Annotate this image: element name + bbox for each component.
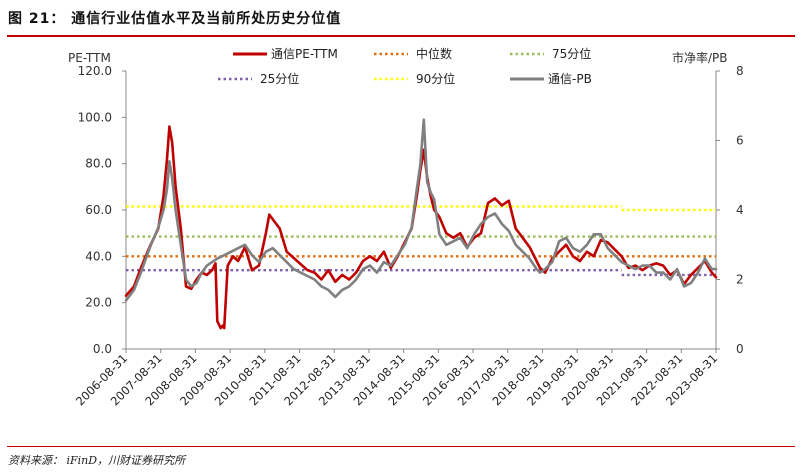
y-left-tick-label: 0.0: [93, 342, 112, 356]
legend-label: 75分位: [552, 46, 591, 61]
y-right-tick-label: 4: [736, 203, 744, 217]
y-right-tick-label: 2: [736, 273, 744, 287]
y-left-tick-label: 120.0: [78, 64, 112, 78]
y-right-tick-label: 6: [736, 134, 744, 148]
y-left-tick-label: 20.0: [85, 296, 112, 310]
y-right-tick-label: 0: [736, 342, 744, 356]
y-right-tick-label: 8: [736, 64, 744, 78]
legend-label: 通信PE-TTM: [271, 47, 338, 61]
source-rule: [7, 446, 795, 447]
legend-label: 25分位: [260, 71, 299, 86]
y-left-tick-label: 60.0: [85, 203, 112, 217]
x-axis: 2006-08-312007-08-312008-08-312009-08-31…: [73, 349, 720, 408]
y-left-tick-label: 100.0: [78, 110, 112, 124]
legend-label: 通信-PB: [548, 72, 592, 86]
source-note: 资料来源： iFinD，川财证券研究所: [8, 454, 186, 467]
y-right-axis: 0 2 4 6 8: [716, 64, 744, 356]
y-left-tick-label: 80.0: [85, 157, 112, 171]
legend-label: 90分位: [416, 71, 455, 86]
y-right-label: 市净率/PB: [672, 50, 728, 65]
legend: 通信PE-TTM 中位数 75分位 25分位 90分位 通信-PB: [218, 46, 592, 86]
title-rule: [7, 35, 795, 37]
legend-label: 中位数: [416, 46, 452, 61]
figure-title: 图 21： 通信行业估值水平及当前所处历史分位值: [8, 11, 342, 27]
y-left-axis: 0.0 20.0 40.0 60.0 80.0 100.0 120.0: [78, 64, 126, 356]
series-line-pb: [124, 118, 718, 302]
y-left-tick-label: 40.0: [85, 249, 112, 263]
y-left-label: PE-TTM: [68, 51, 111, 65]
series-lines: [124, 118, 718, 330]
